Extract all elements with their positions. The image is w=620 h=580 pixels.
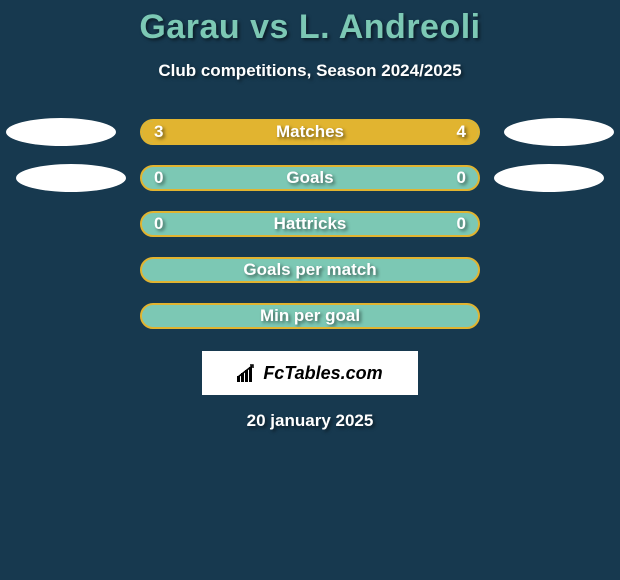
stat-label: Goals xyxy=(286,168,333,188)
stat-bar: Goals 0 0 xyxy=(140,165,480,191)
logo-box: FcTables.com xyxy=(202,351,418,395)
stat-value-player2: 0 xyxy=(457,168,466,188)
player2-ellipse xyxy=(504,118,614,146)
stat-value-player2: 0 xyxy=(457,214,466,234)
stat-bar: Goals per match xyxy=(140,257,480,283)
page-title: Garau vs L. Andreoli xyxy=(0,8,620,47)
player2-ellipse xyxy=(494,164,604,192)
stat-bar: Min per goal xyxy=(140,303,480,329)
stat-row: Min per goal xyxy=(0,293,620,339)
stat-value-player1: 0 xyxy=(154,168,163,188)
page-subtitle: Club competitions, Season 2024/2025 xyxy=(0,61,620,81)
stat-value-player1: 0 xyxy=(154,214,163,234)
stat-label: Hattricks xyxy=(274,214,347,234)
stat-bar: Matches 3 4 xyxy=(140,119,480,145)
stat-label: Matches xyxy=(276,122,344,142)
stat-label: Goals per match xyxy=(243,260,376,280)
stat-value-player2: 4 xyxy=(457,122,466,142)
stat-row: Matches 3 4 xyxy=(0,109,620,155)
bars-icon xyxy=(237,364,259,382)
stat-row: Goals 0 0 xyxy=(0,155,620,201)
stat-row: Goals per match xyxy=(0,247,620,293)
stat-label: Min per goal xyxy=(260,306,360,326)
logo-text: FcTables.com xyxy=(263,363,382,384)
stat-rows: Matches 3 4 Goals 0 0 Hattricks 0 0 Goals per mat… xyxy=(0,109,620,339)
stat-bar: Hattricks 0 0 xyxy=(140,211,480,237)
stat-value-player1: 3 xyxy=(154,122,163,142)
stat-row: Hattricks 0 0 xyxy=(0,201,620,247)
player1-ellipse xyxy=(6,118,116,146)
date-text: 20 january 2025 xyxy=(0,411,620,431)
player1-ellipse xyxy=(16,164,126,192)
infographic-container: Garau vs L. Andreoli Club competitions, … xyxy=(0,0,620,580)
